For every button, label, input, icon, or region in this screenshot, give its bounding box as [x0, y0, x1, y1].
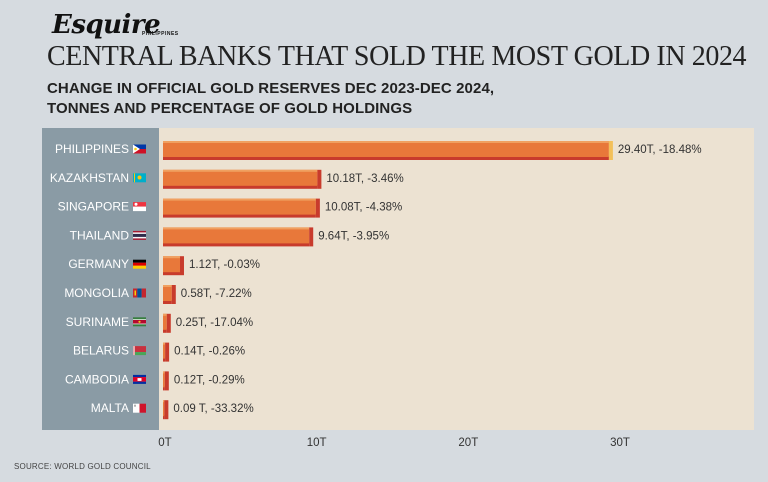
bar-end-cap: [164, 371, 169, 391]
bar-shadow: [163, 184, 318, 189]
bar-end-cap: [315, 198, 320, 218]
bar-shadow: [163, 213, 316, 218]
country-label: SINGAPORE: [58, 200, 129, 214]
bar-highlight: [163, 342, 166, 345]
bar-highlight: [163, 141, 609, 143]
x-tick-label: 0T: [158, 437, 171, 449]
bar-shadow: [163, 386, 165, 391]
bar-end-cap: [166, 313, 171, 333]
country-label: BELARUS: [73, 344, 129, 358]
esquire-logo: Esquire: [52, 10, 161, 40]
bar: [163, 342, 166, 359]
bar-end-cap: [608, 141, 613, 160]
flag-philippines-icon: [133, 144, 146, 154]
bar-highlight: [163, 313, 167, 316]
bar-end-cap: [317, 169, 322, 189]
flag-kazakhstan-icon: [133, 173, 146, 183]
bar-highlight: [163, 285, 172, 287]
country-label: PHILIPPINES: [55, 142, 129, 156]
flag-suriname-icon: [133, 317, 146, 327]
flag-cambodia-icon: [133, 374, 146, 384]
bar-shadow: [163, 357, 166, 362]
data-label: 9.64T, -3.95%: [318, 230, 389, 242]
bar: [163, 141, 609, 157]
bar-highlight: [163, 169, 318, 172]
country-label: KAZAKHSTAN: [50, 171, 129, 185]
bar: [163, 198, 316, 215]
bar-end-cap: [164, 400, 169, 420]
bar-highlight: [163, 371, 165, 374]
subtitle-line-1: CHANGE IN OFFICIAL GOLD RESERVES DEC 202…: [47, 80, 495, 97]
source-note: SOURCE: WORLD GOLD COUNCIL: [14, 462, 151, 471]
data-label: 10.18T, -3.46%: [326, 173, 403, 185]
data-label: 0.14T, -0.26%: [174, 346, 245, 358]
data-label: 1.12T, -0.03%: [189, 259, 260, 271]
bar: [163, 256, 180, 273]
bar-shadow: [163, 328, 167, 333]
data-label: 0.58T, -7.22%: [181, 288, 252, 300]
country-label: GERMANY: [68, 257, 129, 271]
country-label: THAILAND: [70, 228, 130, 242]
bar-end-cap: [171, 285, 176, 304]
chart-title: CENTRAL BANKS THAT SOLD THE MOST GOLD IN…: [47, 41, 747, 72]
bar-highlight: [163, 256, 180, 259]
data-label: 0.12T, -0.29%: [174, 374, 245, 386]
bar: [163, 285, 172, 301]
bar-shadow: [163, 156, 609, 160]
flag-singapore-icon: [133, 202, 146, 212]
bar: [163, 313, 167, 330]
x-tick-label: 20T: [458, 437, 478, 449]
bar-shadow: [163, 242, 310, 247]
subtitle-line-2: TONNES AND PERCENTAGE OF GOLD HOLDINGS: [47, 100, 413, 117]
bar-end-cap: [309, 227, 314, 247]
x-tick-label: 10T: [307, 437, 327, 449]
country-label: MONGOLIA: [64, 286, 129, 300]
bar-end-cap: [179, 256, 184, 276]
bar-shadow: [163, 415, 165, 420]
bar-highlight: [163, 227, 310, 230]
data-label: 0.25T, -17.04%: [176, 317, 253, 329]
bar: [163, 169, 318, 186]
x-tick-label: 30T: [610, 437, 630, 449]
logo-edition: PHILIPPINES: [142, 31, 179, 37]
bar-highlight: [163, 400, 165, 403]
bar: [163, 400, 165, 417]
data-label: 10.08T, -4.38%: [325, 202, 402, 214]
bar: [163, 371, 165, 388]
flag-germany-icon: [133, 259, 146, 269]
data-label: 29.40T, -18.48%: [618, 144, 702, 156]
bar-highlight: [163, 198, 316, 201]
flag-thailand-icon: [133, 230, 146, 240]
country-label: SURINAME: [66, 315, 129, 329]
bar-end-cap: [165, 342, 170, 362]
chart-subtitle: CHANGE IN OFFICIAL GOLD RESERVES DEC 202…: [47, 79, 494, 119]
country-label: CAMBODIA: [65, 372, 129, 386]
flag-malta-icon: [133, 403, 146, 413]
bar: [163, 227, 310, 244]
bar-shadow: [163, 300, 172, 304]
data-label: 0.09 T, -33.32%: [173, 403, 253, 415]
flag-mongolia-icon: [133, 288, 146, 298]
bar-shadow: [163, 271, 180, 276]
flag-belarus-icon: [133, 346, 146, 356]
country-label: MALTA: [91, 401, 129, 415]
